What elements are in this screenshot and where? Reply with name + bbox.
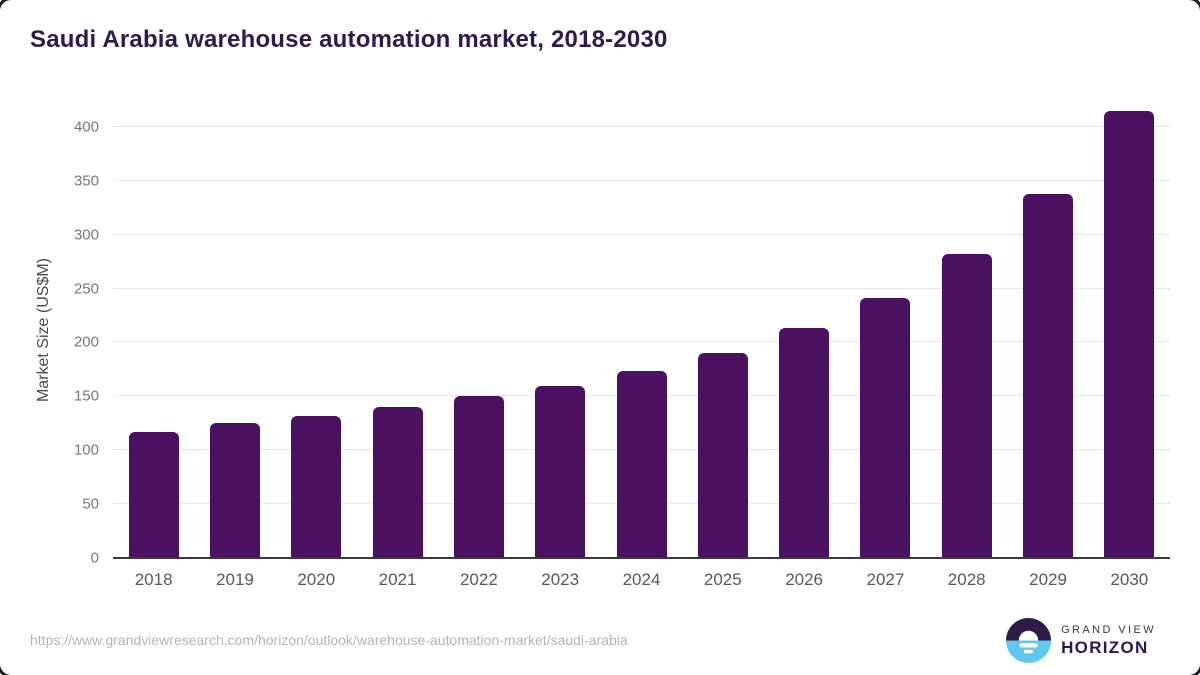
bar-slot-2024 [601,100,682,558]
bar-2019[interactable] [209,423,260,558]
bar-slot-2022 [438,100,519,558]
bar-2022[interactable] [453,396,504,558]
y-tick-label-200: 200 [73,333,99,351]
y-tick-label-150: 150 [73,387,99,405]
y-tick-label-100: 100 [73,441,99,459]
x-tick-label-2026: 2026 [785,570,824,589]
bar-slot-2018 [113,100,194,558]
x-tick-label-2022: 2022 [459,570,498,589]
gridline-200 [113,341,1170,343]
bar-2021[interactable] [372,407,423,558]
bar-slot-2028 [926,100,1007,558]
bar-slot-2029 [1007,100,1088,558]
bar-slot-2026 [764,100,845,558]
y-tick-label-350: 350 [73,172,99,190]
bar-2023[interactable] [535,385,586,558]
logo-wordmark: GRAND VIEW HORIZON [1061,624,1156,658]
gridline-250 [113,287,1170,289]
x-tick-label-2027: 2027 [866,570,905,589]
bar-slot-2030 [1089,100,1170,558]
bar-2018[interactable] [128,431,179,558]
x-tick-label-2023: 2023 [541,570,580,589]
y-tick-label-400: 400 [73,118,99,136]
x-axis-line [113,557,1170,559]
y-tick-label-0: 0 [90,549,99,567]
bar-2029[interactable] [1023,193,1074,558]
x-tick-label-2024: 2024 [622,570,661,589]
x-tick-label-2021: 2021 [378,570,417,589]
bar-2027[interactable] [860,298,911,558]
x-tick-label-2025: 2025 [703,570,742,589]
bar-2026[interactable] [779,328,830,558]
gridline-350 [113,179,1170,181]
bar-2025[interactable] [697,353,748,558]
y-tick-label-300: 300 [73,226,99,244]
x-tick-label-2020: 2020 [297,570,336,589]
y-tick-label-250: 250 [73,280,99,298]
x-tick-label-2029: 2029 [1029,570,1067,589]
bar-slot-2023 [520,100,601,558]
grand-view-horizon-logo: GRAND VIEW HORIZON [1006,618,1156,663]
plot-area: 0 50 100 150 200 250 300 350 400 2018 2019 2020 202… [74,100,1170,588]
x-tick-label-2019: 2019 [216,570,254,589]
bar-2020[interactable] [291,415,342,558]
y-tick-label-50: 50 [82,495,99,513]
horizon-sun-icon [1006,618,1052,663]
y-axis-title: Market Size (US$M) [35,257,52,403]
chart-title: Saudi Arabia warehouse automation market… [30,26,668,53]
x-tick-label-2030: 2030 [1110,570,1149,589]
gridline-400 [113,125,1170,127]
bar-slot-2019 [194,100,275,558]
bar-2028[interactable] [941,254,992,558]
bar-slot-2021 [357,100,438,558]
source-url: https://www.grandviewresearch.com/horizo… [30,632,628,648]
bar-series [113,100,1170,558]
x-tick-label-2018: 2018 [134,570,173,589]
bar-slot-2025 [682,100,763,558]
logo-text-grand-view: GRAND VIEW [1061,623,1156,636]
gridline-300 [113,233,1170,235]
bar-slot-2020 [276,100,357,558]
x-tick-label-2028: 2028 [947,570,986,589]
logo-text-horizon: HORIZON [1061,637,1149,657]
bar-slot-2027 [845,100,926,558]
bar-2024[interactable] [616,370,667,558]
bar-2030[interactable] [1104,110,1155,558]
